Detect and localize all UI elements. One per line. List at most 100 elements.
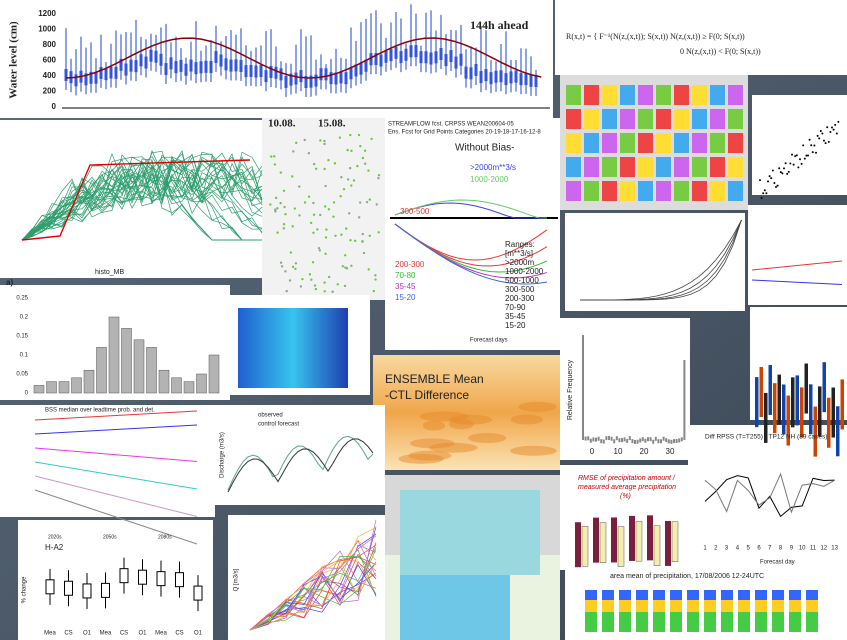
dot: [293, 207, 297, 210]
curve: [21, 166, 262, 241]
range-label: 500-1000: [505, 276, 539, 285]
bar: [634, 439, 636, 444]
dot: [303, 201, 307, 204]
box: [82, 583, 92, 599]
bar: [755, 600, 767, 612]
dot: [292, 150, 295, 153]
box: [529, 74, 533, 87]
bar: [619, 600, 631, 612]
dot: [377, 231, 380, 234]
box: [474, 63, 478, 76]
dot: [342, 187, 346, 191]
bar: [602, 600, 614, 612]
x-tick-label: Mea: [155, 631, 167, 637]
thumb: [602, 109, 617, 129]
blob: [422, 420, 446, 431]
bar: [789, 612, 801, 632]
curve: [34, 475, 198, 517]
bar: [721, 600, 733, 612]
dot: [356, 164, 359, 168]
box: [254, 65, 258, 78]
bar: [721, 590, 733, 600]
x-tick-label: 0: [590, 447, 595, 456]
box: [399, 51, 403, 64]
bar: [772, 612, 784, 632]
y-tick-label: 800: [43, 40, 57, 49]
box: [209, 60, 213, 73]
box: [299, 70, 303, 83]
thumb: [566, 157, 581, 177]
curve: [751, 260, 843, 271]
curve: [249, 519, 377, 631]
x-tick-label: 2: [714, 546, 718, 552]
box: [164, 63, 168, 76]
bar: [599, 522, 607, 563]
box: [469, 67, 473, 80]
dot: [797, 166, 800, 169]
box: [45, 579, 55, 595]
box: [439, 47, 443, 60]
bar: [602, 590, 614, 600]
box: [184, 63, 188, 76]
x-tick-label: O1: [138, 631, 147, 637]
y-tick-label: 600: [43, 56, 57, 65]
bar: [581, 526, 589, 567]
y-tick-label: 0.1: [20, 353, 29, 359]
box: [129, 59, 133, 72]
blob: [510, 445, 557, 456]
box: [234, 59, 238, 72]
bar: [687, 612, 699, 632]
title: Ens. Fcst for Grid Points Categories 20-…: [388, 130, 541, 136]
x-tick-label: CS: [120, 631, 128, 637]
bar: [800, 387, 804, 438]
box: [314, 74, 318, 87]
thumb: [674, 157, 689, 177]
dot: [288, 279, 292, 282]
y-tick-label: 200: [43, 87, 57, 96]
bar: [626, 438, 629, 443]
x-tick-label: O1: [83, 631, 92, 637]
x-tick-label: 7: [768, 546, 772, 552]
bar: [818, 386, 822, 437]
dot: [276, 207, 279, 210]
dot: [365, 200, 369, 204]
dot: [327, 208, 331, 211]
dot: [323, 281, 326, 284]
dot: [311, 261, 315, 264]
dot: [317, 246, 321, 250]
bar: [809, 384, 813, 435]
thumb: [674, 85, 689, 105]
thumb: [620, 181, 635, 201]
dot: [771, 169, 774, 172]
dot: [299, 285, 303, 288]
thumb: [656, 109, 671, 129]
thumb: [710, 109, 725, 129]
bar: [208, 354, 220, 394]
dot: [827, 140, 830, 143]
dot: [312, 162, 316, 166]
box: [134, 60, 138, 73]
panel: [0, 405, 215, 517]
dot: [363, 149, 367, 152]
thumb: [728, 181, 743, 201]
dot: [312, 201, 315, 205]
dot: [786, 172, 789, 175]
dot: [324, 252, 327, 255]
dot: [349, 238, 352, 242]
panel: [385, 118, 560, 350]
dot: [336, 283, 339, 286]
dot: [348, 166, 352, 170]
box: [119, 58, 123, 71]
dot: [319, 139, 322, 142]
dot: [826, 126, 829, 129]
bar: [617, 526, 625, 567]
title: H-A2: [45, 543, 64, 552]
box: [274, 66, 278, 79]
bar: [171, 377, 182, 394]
bar: [183, 381, 195, 394]
box: [339, 71, 343, 84]
bar: [789, 600, 801, 612]
x-label: histo_MB: [95, 269, 125, 276]
thumb: [584, 85, 599, 105]
box: [149, 49, 153, 62]
